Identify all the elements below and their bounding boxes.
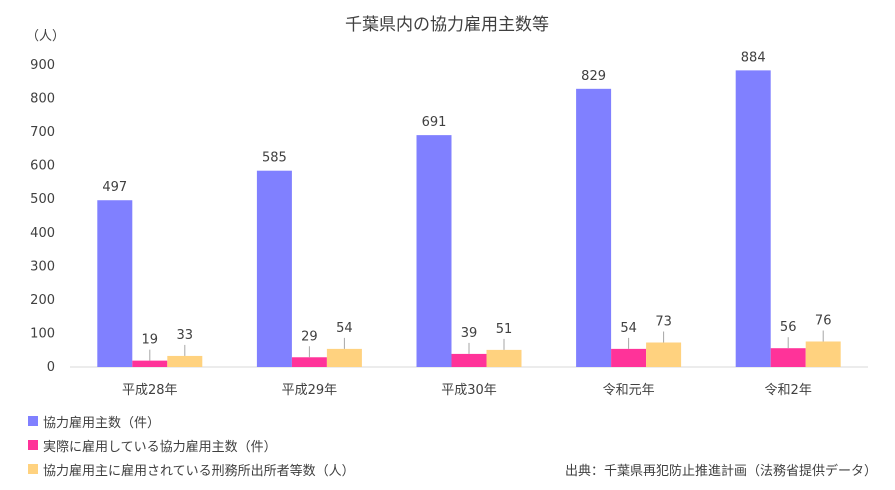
data-label: 691 — [422, 115, 447, 130]
legend-swatch — [28, 464, 38, 474]
y-tick-label: 500 — [30, 192, 55, 207]
x-axis: 平成28年 平成29年 平成30年 令和元年 令和2年 — [122, 383, 812, 398]
bar — [486, 349, 522, 367]
bar — [326, 348, 362, 367]
data-label: 76 — [815, 313, 832, 328]
bar — [416, 135, 452, 367]
legend: 協力雇用主数（件） 実際に雇用している協力雇用主数（件） 協力雇用主に雇用されて… — [28, 409, 355, 481]
x-tick-label: 令和元年 — [603, 383, 655, 398]
data-label: 33 — [177, 328, 194, 343]
data-label: 56 — [780, 320, 797, 335]
y-tick-label: 800 — [30, 92, 55, 107]
y-tick-label: 300 — [30, 259, 55, 274]
x-tick-label: 平成29年 — [282, 383, 338, 398]
legend-item: 協力雇用主数（件） — [28, 409, 355, 433]
data-label: 829 — [581, 69, 606, 84]
chart: 千葉県内の協力雇用主数等 （人） 0 100 200 300 400 500 600 700 8… — [26, 15, 868, 398]
legend-label: 協力雇用主数（件） — [43, 415, 161, 431]
y-tick-label: 200 — [30, 293, 55, 308]
data-label: 29 — [301, 329, 318, 344]
data-label: 73 — [655, 315, 672, 330]
legend-swatch — [28, 416, 38, 426]
bar — [805, 341, 841, 367]
data-label: 54 — [336, 321, 353, 336]
y-tick-label: 700 — [30, 125, 55, 140]
x-tick-label: 令和2年 — [765, 383, 812, 398]
data-label: 585 — [262, 151, 287, 166]
bar — [291, 357, 327, 367]
chart-title: 千葉県内の協力雇用主数等 — [345, 15, 549, 35]
data-label: 884 — [741, 50, 766, 65]
y-tick-label: 900 — [30, 58, 55, 73]
bar — [256, 170, 292, 367]
x-tick-label: 平成28年 — [122, 383, 178, 398]
data-label: 51 — [496, 322, 513, 337]
data-label: 19 — [142, 333, 159, 348]
bar — [576, 88, 612, 367]
legend-item: 協力雇用主に雇用されている刑務所出所者等数（人） — [28, 457, 355, 481]
bar — [167, 355, 203, 367]
x-tick-label: 平成30年 — [441, 383, 497, 398]
legend-label: 協力雇用主に雇用されている刑務所出所者等数（人） — [43, 463, 355, 479]
data-label: 39 — [461, 326, 478, 341]
bar — [97, 200, 133, 367]
legend-swatch — [28, 440, 38, 450]
y-tick-label: 400 — [30, 226, 55, 241]
bar — [611, 348, 647, 367]
bar — [646, 342, 682, 367]
y-tick-label: 100 — [30, 326, 55, 341]
data-label: 54 — [620, 321, 637, 336]
bar — [451, 353, 487, 367]
legend-label: 実際に雇用している協力雇用主数（件） — [43, 439, 277, 455]
bar — [735, 70, 771, 367]
bar — [770, 348, 806, 367]
y-tick-label: 600 — [30, 159, 55, 174]
bar — [132, 360, 168, 367]
y-axis: 0 100 200 300 400 500 600 700 800 900 — [30, 58, 55, 375]
y-axis-unit-label: （人） — [26, 29, 65, 44]
y-tick-label: 0 — [47, 360, 55, 375]
data-label: 497 — [102, 180, 127, 195]
bars-group: 497 19 33 585 29 54 691 39 51 829 54 73 884 56 76 — [97, 50, 841, 367]
source-note: 出典：千葉県再犯防止推進計画（法務省提供データ） — [564, 464, 877, 479]
legend-item: 実際に雇用している協力雇用主数（件） — [28, 433, 355, 457]
